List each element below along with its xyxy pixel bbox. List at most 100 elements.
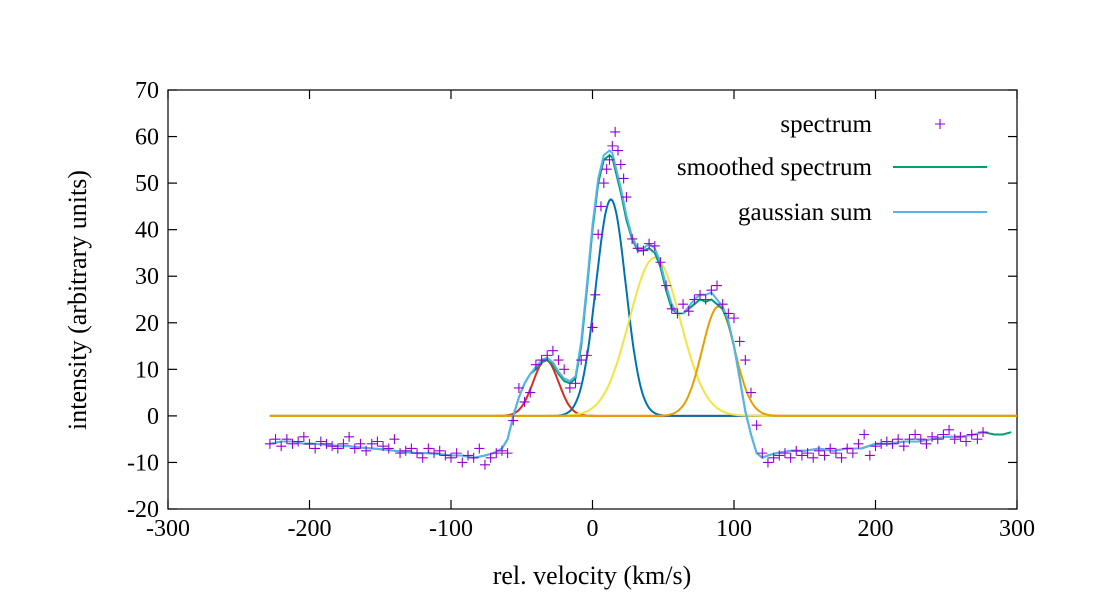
spectrum-point [870, 441, 881, 452]
spectrum-point [966, 429, 977, 440]
spectrum-point [604, 154, 615, 165]
spectrum-point [921, 438, 932, 449]
spectrum-point [745, 387, 756, 398]
spectrum-point [355, 438, 366, 449]
spectrum-point [655, 257, 666, 268]
spectrum-point [338, 438, 349, 449]
legend-label: spectrum [780, 111, 872, 138]
x-tick-label: 300 [999, 516, 1035, 542]
spectrum-point [502, 448, 513, 459]
spectrum-point [389, 434, 400, 445]
spectrum-point [876, 438, 887, 449]
spectrum-point [372, 436, 383, 447]
spectrum-point [434, 445, 445, 456]
spectrum-point [519, 396, 530, 407]
spectrum-point [825, 443, 836, 454]
spectrum-point [627, 233, 638, 244]
spectrum-point [590, 289, 601, 300]
spectrum-point [689, 294, 700, 305]
spectrum-point [474, 443, 485, 454]
spectrum-point [491, 448, 502, 459]
legend: spectrum smoothed spectrum gaussian sum [677, 111, 987, 226]
spectrum-point [618, 173, 629, 184]
spectrum-point [762, 457, 773, 468]
spectrum-point [695, 289, 706, 300]
plot-area [269, 149, 1017, 459]
spectrum-point [513, 382, 524, 393]
y-tick-label: 70 [135, 78, 159, 104]
spectrum-point [949, 434, 960, 445]
spectrum-point [972, 434, 983, 445]
spectrum-point [508, 415, 519, 426]
x-tick-label: 200 [858, 516, 894, 542]
spectrum-point [344, 431, 355, 442]
spectrum-point [440, 450, 451, 461]
spectrum-point [406, 443, 417, 454]
spectrum-point [530, 359, 541, 370]
gaussian-component-line-3 [269, 358, 1017, 417]
spectrum-point [593, 229, 604, 240]
spectrum-point [898, 441, 909, 452]
spectrum-point [321, 438, 332, 449]
spectrum-point [938, 429, 949, 440]
spectrum-point [395, 448, 406, 459]
spectrum-point [944, 424, 955, 435]
spectrum-point [978, 427, 989, 438]
x-axis-title: rel. velocity (km/s) [493, 561, 692, 590]
spectrum-point [332, 443, 343, 454]
spectrum-point [955, 431, 966, 442]
spectrum-point [796, 450, 807, 461]
spectrum-point [904, 434, 915, 445]
spectrum-point [632, 243, 643, 254]
spectrum-point [293, 436, 304, 447]
spectrum-point [700, 294, 711, 305]
spectrum-point [729, 313, 739, 324]
spectrum-point [706, 285, 717, 296]
smoothed-spectrum-line [269, 153, 1012, 459]
spectrum-point [462, 450, 473, 461]
spectrum-point [276, 441, 287, 452]
spectrum-point [666, 303, 677, 314]
spectrum-point [496, 445, 507, 456]
spectrum-point [847, 448, 858, 459]
y-tick-label: 20 [135, 311, 159, 337]
spectrum-point [264, 438, 275, 449]
y-tick-label: 60 [135, 125, 159, 151]
spectrum-point [774, 450, 785, 461]
legend-label: gaussian sum [738, 199, 873, 226]
legend-label: smoothed spectrum [677, 154, 873, 181]
spectrum-point [734, 336, 745, 347]
spectrum-point [808, 452, 819, 463]
spectrum-point [607, 140, 618, 151]
spectrum-point [595, 201, 606, 212]
spectrum-point [598, 178, 609, 189]
spectrum-point [576, 355, 587, 366]
spectrum-point [564, 382, 575, 393]
spectrum-point [791, 445, 802, 456]
spectrum-point [881, 436, 892, 447]
x-tick-label: 0 [587, 516, 599, 542]
spectrum-point [361, 445, 372, 456]
spectrum-point [717, 299, 728, 310]
gaussian-component-line-4 [269, 198, 1017, 417]
spectrum-point [479, 459, 490, 470]
x-tick-label: 100 [716, 516, 752, 542]
spectrum-point [327, 441, 338, 452]
spectrum-point [349, 443, 360, 454]
y-axis-title: intensity (arbitrary units) [63, 170, 92, 430]
gaussian-component-line-6 [269, 305, 1017, 417]
spectrum-point [672, 308, 683, 319]
spectrum-point [683, 306, 694, 317]
spectrum-point [270, 434, 281, 445]
spectrum-point [712, 280, 723, 291]
spectrum-point [383, 443, 394, 454]
y-tick-label: 30 [135, 264, 159, 290]
spectrum-point [378, 441, 389, 452]
spectrum-point [740, 355, 751, 366]
spectrum-point [310, 443, 321, 454]
y-tick-label: 10 [135, 357, 159, 383]
spectrum-point [859, 429, 870, 440]
spectrum-point [553, 355, 564, 366]
spectrum-point [757, 448, 768, 459]
